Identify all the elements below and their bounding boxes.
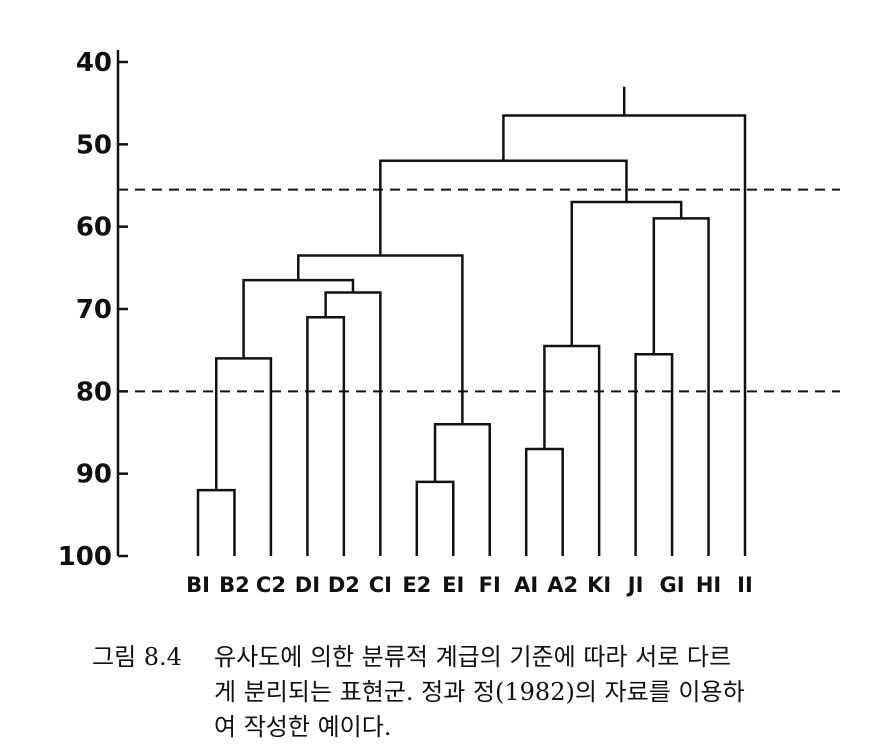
y-tick-label: 80 xyxy=(76,377,112,407)
leaf-label: II xyxy=(737,573,753,597)
y-tick-label: 50 xyxy=(76,130,112,160)
leaf-label: BI xyxy=(186,573,210,597)
leaf-label: HI xyxy=(696,573,721,597)
leaf-label: FI xyxy=(479,573,501,597)
dendrogram-tree xyxy=(196,86,747,556)
leaf-label: A2 xyxy=(547,573,578,597)
dendrogram-link xyxy=(524,447,564,556)
caption-line-1: 유사도에 의한 분류적 계급의 기준에 따라 서로 다르 xyxy=(214,643,732,671)
y-tick-label: 40 xyxy=(76,48,112,78)
leaf-label: KI xyxy=(587,573,611,597)
dendrogram-link xyxy=(652,217,710,556)
cut-lines xyxy=(118,188,840,393)
dendrogram-link xyxy=(502,114,747,556)
dendrogram-link xyxy=(306,315,346,556)
dendrogram-link xyxy=(415,480,455,556)
dendrogram-link xyxy=(379,159,628,256)
leaf-label: EI xyxy=(442,573,464,597)
leaf-label: AI xyxy=(514,573,538,597)
dendrogram-link xyxy=(570,200,683,347)
leaf-label: CI xyxy=(369,573,392,597)
dendrogram-link xyxy=(433,423,491,556)
leaf-label: GI xyxy=(660,573,685,597)
caption-label: 그림 8.4 xyxy=(92,643,182,671)
caption-line-3: 여 작성한 예이다. xyxy=(214,713,392,741)
dendrogram-chart: 40 50 60 70 80 90 100 BI B2 C2 DI D2 CI E2 EI FI AI A2 KI… xyxy=(58,48,840,597)
dendrogram-link xyxy=(543,344,601,556)
leaf-label: D2 xyxy=(328,573,360,597)
y-tick-label: 100 xyxy=(58,542,112,572)
y-tick-label: 70 xyxy=(76,295,112,325)
dendrogram-link xyxy=(634,353,674,556)
dendrogram-link xyxy=(324,291,382,556)
dendrogram-link xyxy=(196,488,236,556)
caption-line-2: 게 분리되는 표현군. 정과 정(1982)의 자료를 이용하 xyxy=(214,678,745,706)
leaf-label: DI xyxy=(295,573,320,597)
leaf-label: B2 xyxy=(219,573,250,597)
dendrogram-link xyxy=(214,357,273,556)
y-tick-label: 60 xyxy=(76,213,112,243)
leaf-label: E2 xyxy=(402,573,431,597)
leaf-label: C2 xyxy=(256,573,286,597)
leaf-label: JI xyxy=(626,573,644,597)
y-axis: 40 50 60 70 80 90 100 xyxy=(58,48,128,572)
leaf-labels: BI B2 C2 DI D2 CI E2 EI FI AI A2 KI JI GI HI II xyxy=(186,573,753,597)
y-tick-label: 90 xyxy=(76,460,112,490)
